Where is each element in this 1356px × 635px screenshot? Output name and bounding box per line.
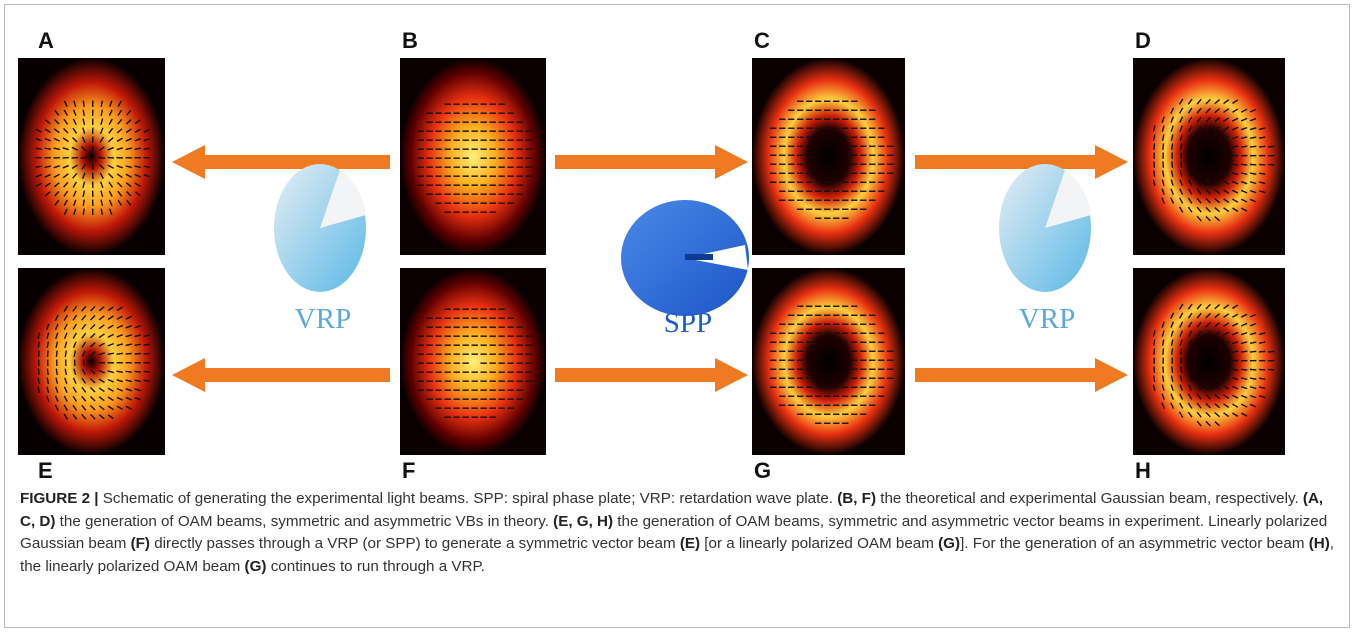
panel-label: B [402, 28, 418, 53]
polarization-dash [1172, 143, 1173, 149]
caption: FIGURE 2 | Schematic of generating the e… [20, 488, 1340, 578]
caption-ref: FIGURE 2 | [20, 490, 99, 507]
arrow [555, 145, 748, 179]
arrow [172, 145, 390, 179]
polarization-dash [56, 369, 57, 375]
polarization-dash [92, 164, 93, 170]
panel-label: F [402, 458, 415, 480]
panel-label: D [1135, 28, 1151, 53]
polarization-dash [47, 369, 48, 375]
polarization-dash [1163, 366, 1164, 372]
polarization-dash [38, 342, 39, 348]
beam-profile [400, 58, 546, 255]
polarization-dash [38, 369, 39, 375]
polarization-dash [126, 371, 132, 372]
polarization-dash [36, 148, 42, 149]
polarization-dash [1172, 348, 1173, 354]
polarization-dash [126, 353, 132, 354]
polarization-dash [1259, 351, 1265, 352]
polarization-dash [1268, 351, 1274, 352]
beam-profile [1133, 268, 1285, 455]
beam-profile [400, 268, 546, 455]
polarization-dash [144, 148, 150, 149]
polarization-dash [1250, 351, 1256, 352]
plate-label: SPP [664, 307, 712, 339]
polarization-dash [1250, 146, 1256, 147]
polarization-dash [1163, 348, 1164, 354]
caption-ref: (G) [245, 558, 267, 575]
polarization-dash [1163, 143, 1164, 149]
polarization-dash [56, 351, 57, 357]
polarization-dash [144, 344, 150, 345]
polarization-dash [1241, 164, 1247, 165]
caption-text: ]. For the generation of an asymmetric v… [960, 535, 1309, 552]
caption-text: directly passes through a VRP (or SPP) t… [150, 535, 680, 552]
caption-text: Schematic of generating the experimental… [99, 490, 838, 507]
panel-label: H [1135, 458, 1151, 480]
beam-profile [752, 268, 905, 455]
polarization-dash [1181, 366, 1182, 372]
polarization-dash [1172, 161, 1173, 167]
caption-ref: (F) [131, 535, 150, 552]
polarization-dash [1232, 369, 1238, 370]
spp-plate [621, 200, 749, 316]
polarization-dash [117, 353, 123, 354]
beam-profile [752, 58, 905, 255]
polarization-dash [1259, 378, 1265, 379]
arrow [915, 358, 1128, 392]
polarization-dash [1241, 369, 1247, 370]
polarization-dash [1268, 146, 1274, 147]
arrow [172, 358, 390, 392]
beam-profile [18, 58, 165, 255]
caption-text: continues to run through a VRP. [266, 558, 484, 575]
arrow [555, 358, 748, 392]
caption-text: the generation of OAM beams, symmetric a… [55, 513, 553, 530]
panel-label: C [754, 28, 770, 53]
polarization-dash [135, 353, 141, 354]
polarization-dash [83, 101, 84, 107]
polarization-dash [1241, 146, 1247, 147]
polarization-dash [1259, 146, 1265, 147]
polarization-dash [99, 157, 105, 158]
polarization-dash [144, 371, 150, 372]
beam-profile [18, 268, 165, 455]
panel-label: G [754, 458, 771, 480]
vrp-plate [999, 164, 1091, 292]
caption-ref: (H) [1309, 535, 1330, 552]
polarization-dash [65, 351, 66, 357]
caption-ref: (B, F) [837, 490, 876, 507]
polarization-dash [1232, 164, 1238, 165]
polarization-dash [1241, 351, 1247, 352]
caption-ref: (E) [680, 535, 700, 552]
plate-label: VRP [1019, 303, 1075, 335]
caption-text: [or a linearly polarized OAM beam [700, 535, 938, 552]
polarization-dash [1259, 173, 1265, 174]
polarization-dash [1163, 161, 1164, 167]
caption-ref: (G) [938, 535, 960, 552]
polarization-dash [135, 371, 141, 372]
polarization-dash [1154, 375, 1155, 381]
panel-label: E [38, 458, 53, 480]
polarization-dash [1154, 170, 1155, 176]
polarization-dash [1154, 348, 1155, 354]
polarization-dash [1154, 143, 1155, 149]
polarization-dash [1250, 164, 1256, 165]
figure: VRP SPP VRP A B C D E F G H FIGURE 2 | Schemati… [0, 0, 1356, 635]
vrp-plate [274, 164, 366, 292]
beam-profile [1133, 58, 1285, 255]
polarization-dash [47, 351, 48, 357]
polarization-dash [83, 209, 84, 215]
figure-art: VRP SPP VRP A B C D E F G H [0, 0, 1356, 480]
plate-label: VRP [295, 303, 351, 335]
polarization-dash [1172, 366, 1173, 372]
caption-ref: (E, G, H) [553, 513, 613, 530]
polarization-dash [1250, 369, 1256, 370]
panel-label: A [38, 28, 54, 53]
caption-text: the theoretical and experimental Gaussia… [876, 490, 1303, 507]
polarization-dash [1181, 161, 1182, 167]
polarization-dash [84, 360, 85, 366]
